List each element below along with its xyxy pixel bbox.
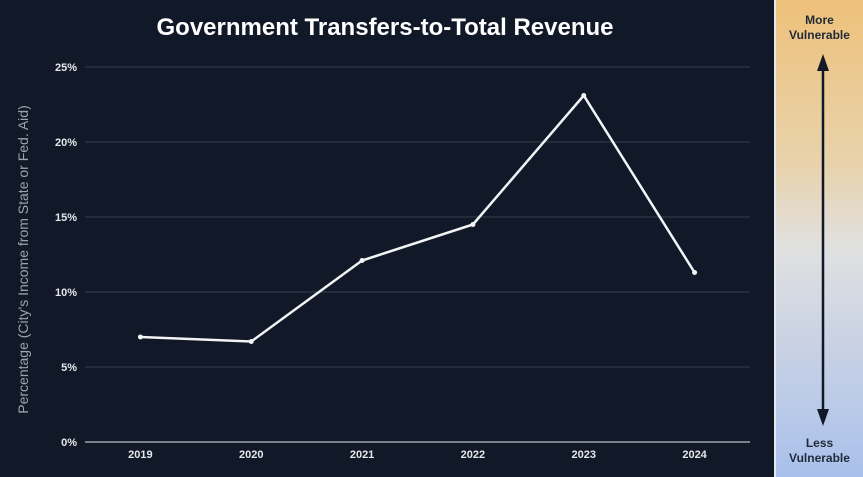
line-chart: 0% 5% 10% 15% 20% 25% 2019 2020 2021 2022 2023 2024… [15, 62, 750, 461]
y-tick-label: 25% [55, 62, 77, 74]
x-tick-label: 2022 [461, 449, 485, 461]
top-label-line1: More [805, 13, 834, 27]
y-tick-label: 5% [61, 362, 77, 374]
y-tick-label: 10% [55, 287, 77, 299]
x-tick-label: 2024 [682, 449, 707, 461]
bottom-label-line1: Less [805, 436, 834, 450]
series-line [140, 93, 696, 343]
data-point [470, 222, 476, 227]
less-vulnerable-label: Less Vulnerable [776, 436, 863, 466]
vulnerability-scale: More Vulnerable Less Vulnerable [774, 0, 863, 477]
x-tick-label: 2021 [350, 449, 374, 461]
y-tick-label: 0% [61, 437, 77, 449]
data-point [137, 334, 143, 340]
y-tick-label: 20% [55, 137, 77, 149]
x-tick-label: 2020 [239, 449, 263, 461]
data-point [692, 270, 698, 275]
double-arrow-icon [817, 54, 829, 426]
bottom-label-line2: Vulnerable [789, 451, 850, 465]
more-vulnerable-label: More Vulnerable [776, 13, 863, 43]
data-point [581, 93, 587, 98]
x-tick-label: 2023 [572, 449, 596, 461]
x-tick-label: 2019 [128, 449, 152, 461]
chart-title: Government Transfers-to-Total Revenue [156, 14, 614, 41]
top-label-line2: Vulnerable [789, 28, 850, 42]
y-tick-label: 15% [55, 212, 77, 224]
y-axis-label: Percentage (City's Income from State or … [15, 105, 31, 413]
data-point [359, 258, 365, 263]
data-point [248, 339, 254, 344]
